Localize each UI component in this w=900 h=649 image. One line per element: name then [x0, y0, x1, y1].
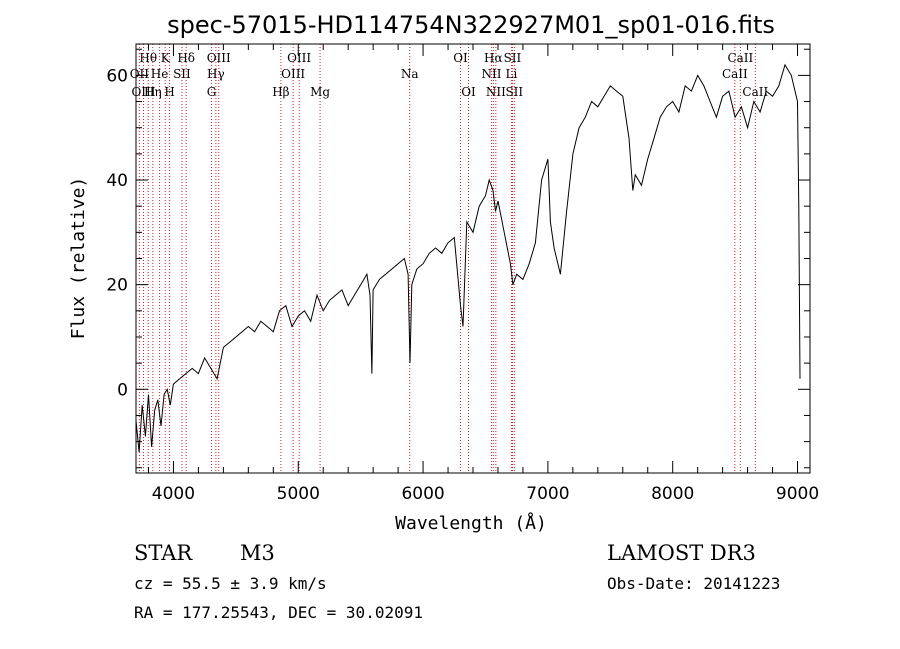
spectral-line-label: CaII [727, 51, 753, 65]
x-tick-label: 4000 [152, 484, 195, 504]
y-tick-label: 20 [106, 276, 128, 296]
redshift-readout: cz = 55.5 ± 3.9 km/s [134, 574, 327, 593]
x-tick-label: 8000 [651, 484, 694, 504]
spectral-line-label: Na [401, 67, 419, 81]
spectral-line-label: OII [130, 67, 150, 81]
y-tick-label: 40 [106, 171, 128, 191]
plot-area [135, 63, 801, 453]
spectral-line-label: NII [486, 85, 506, 99]
chart-title: spec-57015-HD114754N322927M01_sp01-016.f… [167, 11, 775, 39]
spectral-line-label: OIII [131, 85, 155, 99]
x-tick-label: 5000 [277, 484, 320, 504]
spectral-line-label: SII [504, 51, 522, 65]
axis-ticks: 4000 5000 6000 7000 8000 9000 0 20 40 60 [106, 44, 819, 504]
spectral-line-label: Li [506, 67, 518, 81]
y-axis-label: Flux (relative) [68, 177, 89, 340]
plot-frame [135, 43, 811, 474]
spectral-line-label: H [164, 85, 174, 99]
spectral-line-label: Hθ [139, 51, 157, 65]
spectral-line-label: He [151, 67, 169, 81]
x-tick-label: 7000 [526, 484, 569, 504]
spectral-line-label: G [207, 85, 217, 99]
spectral-line-markers [138, 44, 756, 473]
spectral-line-label: Hδ [177, 51, 195, 65]
spectral-line-label: OIII [207, 51, 231, 65]
object-subclass: M3 [240, 541, 275, 565]
x-tick-label: 9000 [776, 484, 819, 504]
spectral-line-label: NII [481, 67, 501, 81]
x-tick-label: 6000 [401, 484, 444, 504]
spectral-line-label: OI [461, 85, 476, 99]
spectral-line-label: Hγ [207, 67, 225, 81]
spectral-line-label: SII [173, 67, 191, 81]
spectral-line-label: OIII [281, 67, 305, 81]
y-tick-label: 0 [117, 380, 128, 400]
spectral-line-label: CaII [722, 67, 748, 81]
spectral-line-label: SII [505, 85, 523, 99]
spectral-line-label: Hα [484, 51, 503, 65]
spectral-line-label: K [161, 51, 171, 65]
coordinates: RA = 177.25543, DEC = 30.02091 [134, 603, 423, 622]
spectral-line-label: Mg [310, 85, 330, 99]
spectral-line-label: Hη [144, 85, 162, 99]
survey-name: LAMOST DR3 [607, 541, 756, 565]
flux-series-line [135, 63, 801, 453]
spectral-line-label: CaII [742, 85, 768, 99]
spectral-line-label: OIII [287, 51, 311, 65]
x-axis-label: Wavelength (Å) [395, 512, 547, 534]
spectral-line-label: Hβ [272, 85, 289, 99]
obs-date: Obs-Date: 20141223 [607, 574, 780, 593]
object-class: STAR [134, 541, 193, 565]
spectral-line-label: OI [453, 51, 468, 65]
y-tick-label: 60 [106, 66, 128, 86]
